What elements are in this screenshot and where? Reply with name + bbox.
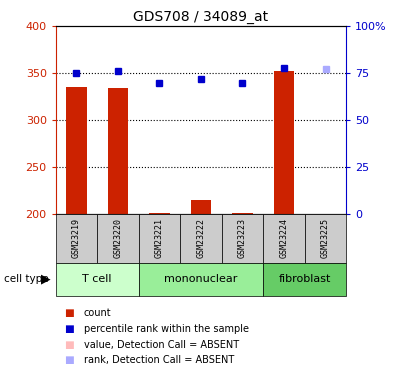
Bar: [149, 213, 170, 214]
Text: GSM23222: GSM23222: [197, 218, 205, 258]
Text: ▶: ▶: [41, 273, 51, 286]
Bar: [273, 71, 295, 214]
Text: GSM23225: GSM23225: [321, 218, 330, 258]
Bar: [180, 214, 222, 262]
Text: T cell: T cell: [82, 274, 112, 284]
Text: percentile rank within the sample: percentile rank within the sample: [84, 324, 249, 334]
Text: ■: ■: [64, 356, 73, 365]
Text: GSM23224: GSM23224: [279, 218, 289, 258]
Text: GSM23219: GSM23219: [72, 218, 81, 258]
Text: ■: ■: [64, 308, 73, 318]
Text: count: count: [84, 308, 111, 318]
Bar: [232, 213, 253, 214]
Bar: [222, 214, 263, 262]
Bar: [56, 262, 139, 296]
Text: GSM23221: GSM23221: [155, 218, 164, 258]
Title: GDS708 / 34089_at: GDS708 / 34089_at: [133, 10, 269, 24]
Text: ■: ■: [64, 324, 73, 334]
Bar: [97, 214, 139, 262]
Text: rank, Detection Call = ABSENT: rank, Detection Call = ABSENT: [84, 356, 234, 365]
Text: GSM23223: GSM23223: [238, 218, 247, 258]
Bar: [305, 214, 346, 262]
Text: fibroblast: fibroblast: [279, 274, 331, 284]
Bar: [56, 214, 97, 262]
Bar: [263, 262, 346, 296]
Text: value, Detection Call = ABSENT: value, Detection Call = ABSENT: [84, 340, 239, 350]
Bar: [139, 214, 180, 262]
Bar: [191, 200, 211, 214]
Text: GSM23220: GSM23220: [113, 218, 123, 258]
Text: ■: ■: [64, 340, 73, 350]
Text: cell type: cell type: [4, 274, 49, 284]
Bar: [263, 214, 305, 262]
Bar: [107, 88, 128, 214]
Bar: [66, 87, 87, 214]
Bar: [139, 262, 263, 296]
Text: mononuclear: mononuclear: [164, 274, 238, 284]
